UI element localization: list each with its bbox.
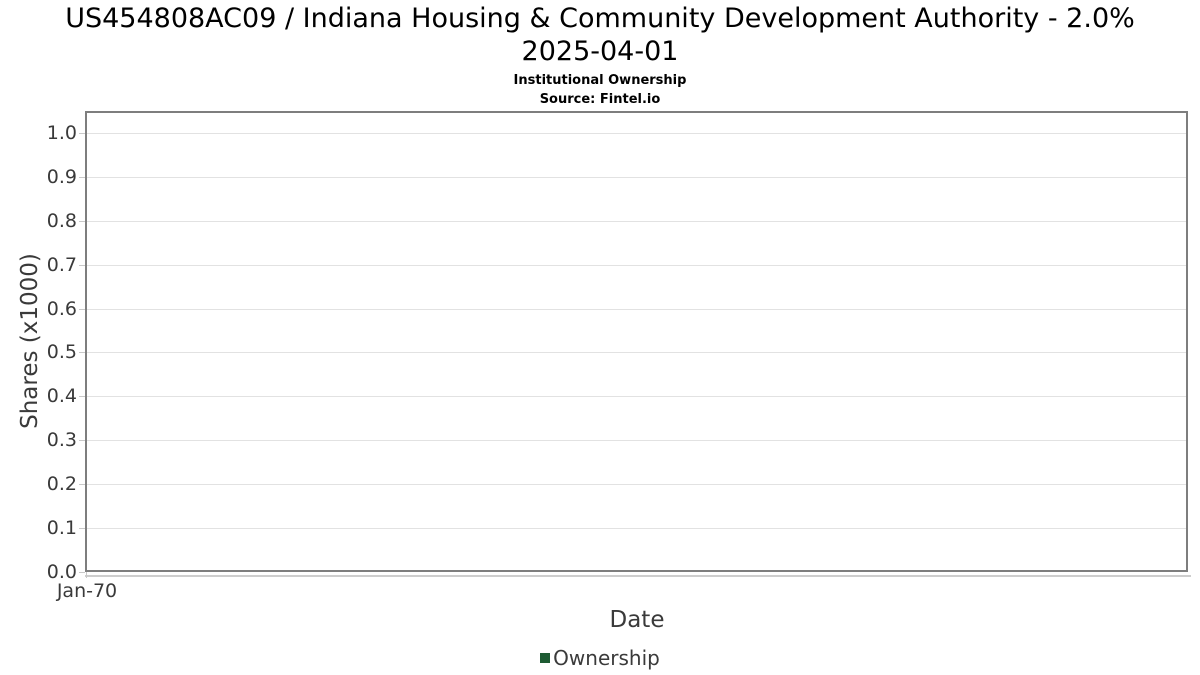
chart-title-line1: US454808AC09 / Indiana Housing & Communi…	[65, 3, 1135, 34]
legend-label: Ownership	[553, 646, 660, 670]
y-axis-tick-mark-0.6	[79, 309, 85, 310]
y-axis-tick-mark-0.7	[79, 265, 85, 266]
chart-title-line2: 2025-04-01	[521, 36, 679, 67]
chart-header: US454808AC09 / Indiana Housing & Communi…	[0, 2, 1200, 107]
y-axis-tick-label-0.9: 0.9	[46, 166, 77, 188]
y-axis-tick-label-0.4: 0.4	[46, 385, 77, 407]
y-axis-tick-label-0.0: 0.0	[46, 561, 77, 583]
y-axis-tick-label-1.0: 1.0	[46, 122, 77, 144]
gridline-y-1.0	[87, 133, 1186, 134]
x-axis-tick-label: Jan-70	[56, 580, 118, 602]
y-axis-tick-mark-0.1	[79, 528, 85, 529]
x-axis-tick-mark	[86, 572, 87, 578]
y-axis-tick-mark-0.3	[79, 440, 85, 441]
gridline-y-0.5	[87, 352, 1186, 353]
y-axis-tick-label-0.7: 0.7	[46, 254, 77, 276]
y-axis-tick-mark-0.2	[79, 484, 85, 485]
gridline-y-0.7	[87, 265, 1186, 266]
gridline-y-0.3	[87, 440, 1186, 441]
y-axis-tick-mark-0.4	[79, 396, 85, 397]
y-axis-tick-label-0.6: 0.6	[46, 298, 77, 320]
y-axis-tick-label-0.5: 0.5	[46, 341, 77, 363]
x-axis-title: Date	[609, 607, 665, 633]
gridline-y-0.9	[87, 177, 1186, 178]
y-axis-tick-mark-0.9	[79, 177, 85, 178]
y-axis-tick-label-0.3: 0.3	[46, 429, 77, 451]
y-axis-tick-mark-0.8	[79, 221, 85, 222]
gridline-y-0.6	[87, 309, 1186, 310]
chart-source: Source: Fintel.io	[539, 92, 661, 107]
y-axis-tick-mark-1.0	[79, 133, 85, 134]
legend-marker-square	[540, 653, 551, 663]
x-axis-line	[85, 575, 1191, 577]
gridline-y-0.2	[87, 484, 1186, 485]
y-axis-tick-label-0.1: 0.1	[46, 517, 77, 539]
legend: Ownership	[0, 646, 1200, 670]
chart-subtitle: Institutional Ownership	[513, 73, 687, 88]
y-axis-tick-label-0.2: 0.2	[46, 473, 77, 495]
y-axis-tick-mark-0.0	[79, 572, 85, 573]
gridline-y-0.4	[87, 396, 1186, 397]
gridline-y-0.1	[87, 528, 1186, 529]
gridline-y-0.8	[87, 221, 1186, 222]
plot-area	[85, 111, 1188, 572]
y-axis-tick-label-0.8: 0.8	[46, 210, 77, 232]
y-axis-tick-mark-0.5	[79, 352, 85, 353]
